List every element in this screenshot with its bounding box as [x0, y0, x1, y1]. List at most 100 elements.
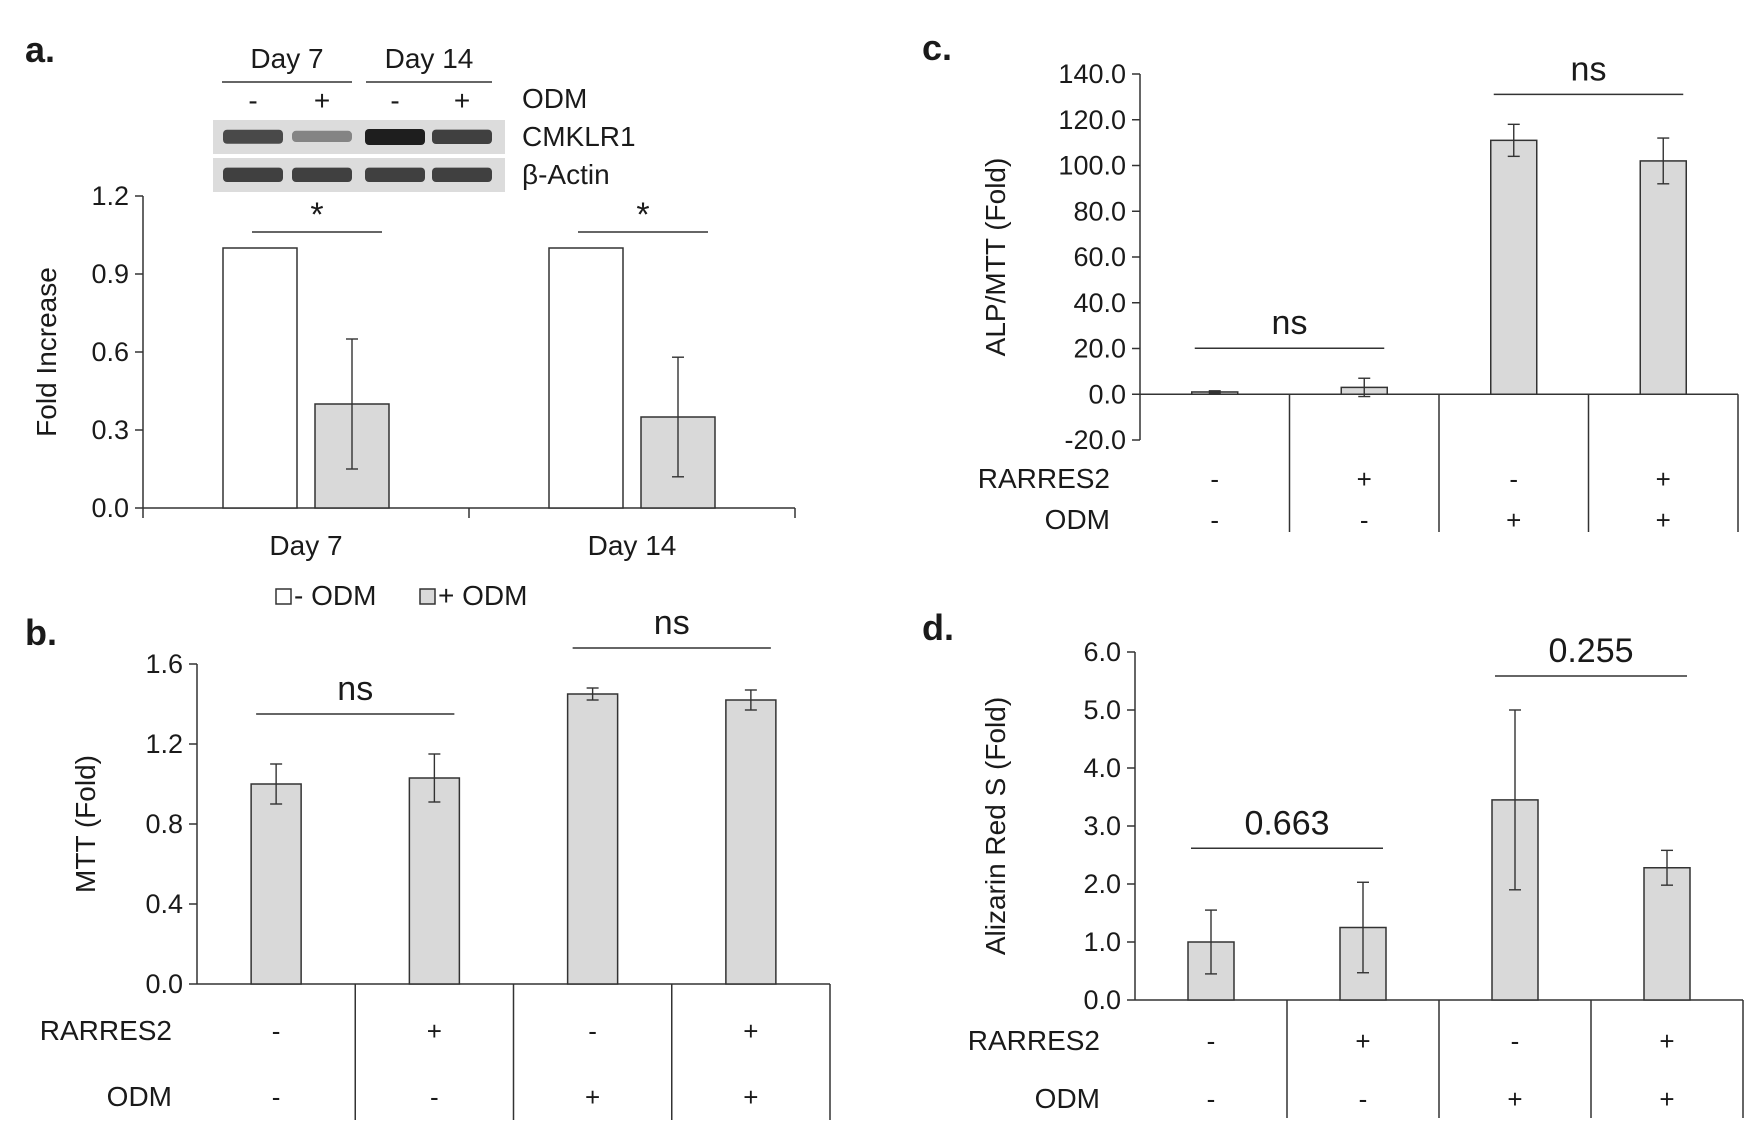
- blot-group-label: Day 7: [250, 43, 323, 74]
- bar: [566, 693, 619, 985]
- condition-sign: -: [1360, 505, 1369, 535]
- error-bar: [1661, 849, 1673, 886]
- error-bar: [270, 763, 283, 805]
- blot-row-label: β-Actin: [522, 159, 610, 190]
- y-tick-label: -20.0: [1064, 425, 1126, 455]
- condition-sign: +: [1659, 1026, 1674, 1056]
- y-tick-label: 0.4: [145, 889, 183, 919]
- y-tick-label: 120.0: [1058, 105, 1126, 135]
- condition-sign: -: [1210, 505, 1219, 535]
- y-tick-label: 80.0: [1073, 196, 1126, 226]
- blot-band: [432, 167, 492, 182]
- panel-label-a: a.: [25, 29, 55, 70]
- x-category-label: Day 7: [269, 530, 342, 561]
- significance-label: 0.255: [1548, 632, 1633, 670]
- blot-band: [432, 129, 492, 144]
- bar: [1490, 139, 1538, 395]
- condition-sign: -: [1207, 1026, 1216, 1056]
- y-tick-label: 1.6: [145, 649, 183, 679]
- significance-label: ns: [1571, 50, 1607, 88]
- error-bar: [1509, 709, 1521, 891]
- condition-sign: +: [1507, 1084, 1522, 1114]
- bar: [725, 699, 777, 985]
- bar: [408, 777, 461, 985]
- condition-sign: -: [272, 1016, 281, 1046]
- panel-label-b: b.: [25, 612, 57, 653]
- y-tick-label: 0.0: [1088, 379, 1126, 409]
- condition-label: RARRES2: [978, 463, 1110, 494]
- error-bar: [1357, 881, 1369, 974]
- error-bar: [586, 687, 599, 701]
- error-bar: [672, 356, 684, 478]
- error-bar: [346, 338, 358, 470]
- bar: [222, 247, 298, 509]
- blot-lane-sign: +: [314, 85, 330, 116]
- error-bar: [1657, 137, 1670, 185]
- legend-label: - ODM: [294, 580, 376, 611]
- condition-sign: -: [1210, 464, 1219, 494]
- y-tick-label: 40.0: [1073, 288, 1126, 318]
- blot-row-label: CMKLR1: [522, 121, 636, 152]
- y-tick-label: 1.2: [145, 729, 183, 759]
- bar: [548, 247, 624, 509]
- condition-sign: +: [743, 1016, 758, 1046]
- significance-label: *: [310, 196, 323, 234]
- condition-sign: +: [585, 1082, 600, 1112]
- bar: [1639, 160, 1687, 395]
- condition-label: ODM: [1045, 504, 1110, 535]
- blot-lane-sign: +: [454, 85, 470, 116]
- condition-sign: +: [1656, 464, 1671, 494]
- blot-treatment-label: ODM: [522, 83, 587, 114]
- error-bar: [1205, 909, 1217, 975]
- significance-label: ns: [654, 604, 690, 642]
- y-tick-label: 0.3: [91, 415, 129, 445]
- condition-sign: -: [1509, 464, 1518, 494]
- y-tick-label: 0.0: [145, 969, 183, 999]
- blot-band: [365, 167, 425, 182]
- error-bar: [1358, 377, 1371, 398]
- condition-sign: -: [1359, 1084, 1368, 1114]
- blot-band: [292, 167, 352, 182]
- condition-sign: +: [1357, 464, 1372, 494]
- panel-label-c: c.: [922, 27, 952, 68]
- panel-a: a. 0.0 0.3 0.6 0.9 1.2 Fold Increase Day 7 * Day …: [25, 29, 796, 561]
- blot-band: [292, 130, 352, 142]
- blot-band: [365, 129, 425, 145]
- y-tick-label: 60.0: [1073, 242, 1126, 272]
- condition-label: RARRES2: [968, 1025, 1100, 1056]
- y-tick-label: 1.0: [1083, 927, 1121, 957]
- error-bar: [428, 753, 441, 803]
- panel-d: d. 0.0 1.0 2.0 3.0 4.0 5.0 6.0 Alizarin Red S (F…: [922, 607, 1744, 1118]
- y-tick-label: 0.6: [91, 337, 129, 367]
- y-tick-label: 100.0: [1058, 151, 1126, 181]
- y-tick-label: 0.0: [91, 493, 129, 523]
- y-tick-label: 140.0: [1058, 59, 1126, 89]
- blot-group-label: Day 14: [385, 43, 474, 74]
- condition-sign: +: [743, 1082, 758, 1112]
- significance-label: ns: [1272, 304, 1308, 342]
- y-axis-label-b: MTT (Fold): [70, 755, 101, 893]
- condition-sign: +: [1506, 505, 1521, 535]
- y-tick-label: 0.9: [91, 259, 129, 289]
- y-axis-label-d: Alizarin Red S (Fold): [980, 697, 1011, 955]
- error-bar: [1507, 123, 1520, 158]
- condition-sign: +: [1355, 1026, 1370, 1056]
- bar: [1643, 867, 1691, 1001]
- y-axis-label-a: Fold Increase: [31, 267, 62, 437]
- condition-sign: -: [1207, 1084, 1216, 1114]
- condition-sign: -: [272, 1082, 281, 1112]
- blot-band: [223, 129, 283, 144]
- y-axis-label-c: ALP/MTT (Fold): [980, 158, 1011, 357]
- panel-c: c. -20.0 0.0 20.0 40.0 60.0 80.0 100.0 120.0 140.…: [922, 27, 1739, 535]
- y-tick-label: 20.0: [1073, 334, 1126, 364]
- y-tick-label: 6.0: [1083, 637, 1121, 667]
- condition-sign: -: [588, 1016, 597, 1046]
- y-tick-label: 4.0: [1083, 753, 1121, 783]
- bar: [250, 783, 302, 985]
- condition-label: ODM: [107, 1081, 172, 1112]
- significance-label: ns: [337, 670, 373, 708]
- legend-swatch: [419, 588, 436, 605]
- error-bar: [744, 689, 757, 711]
- significance-label: 0.663: [1244, 804, 1329, 842]
